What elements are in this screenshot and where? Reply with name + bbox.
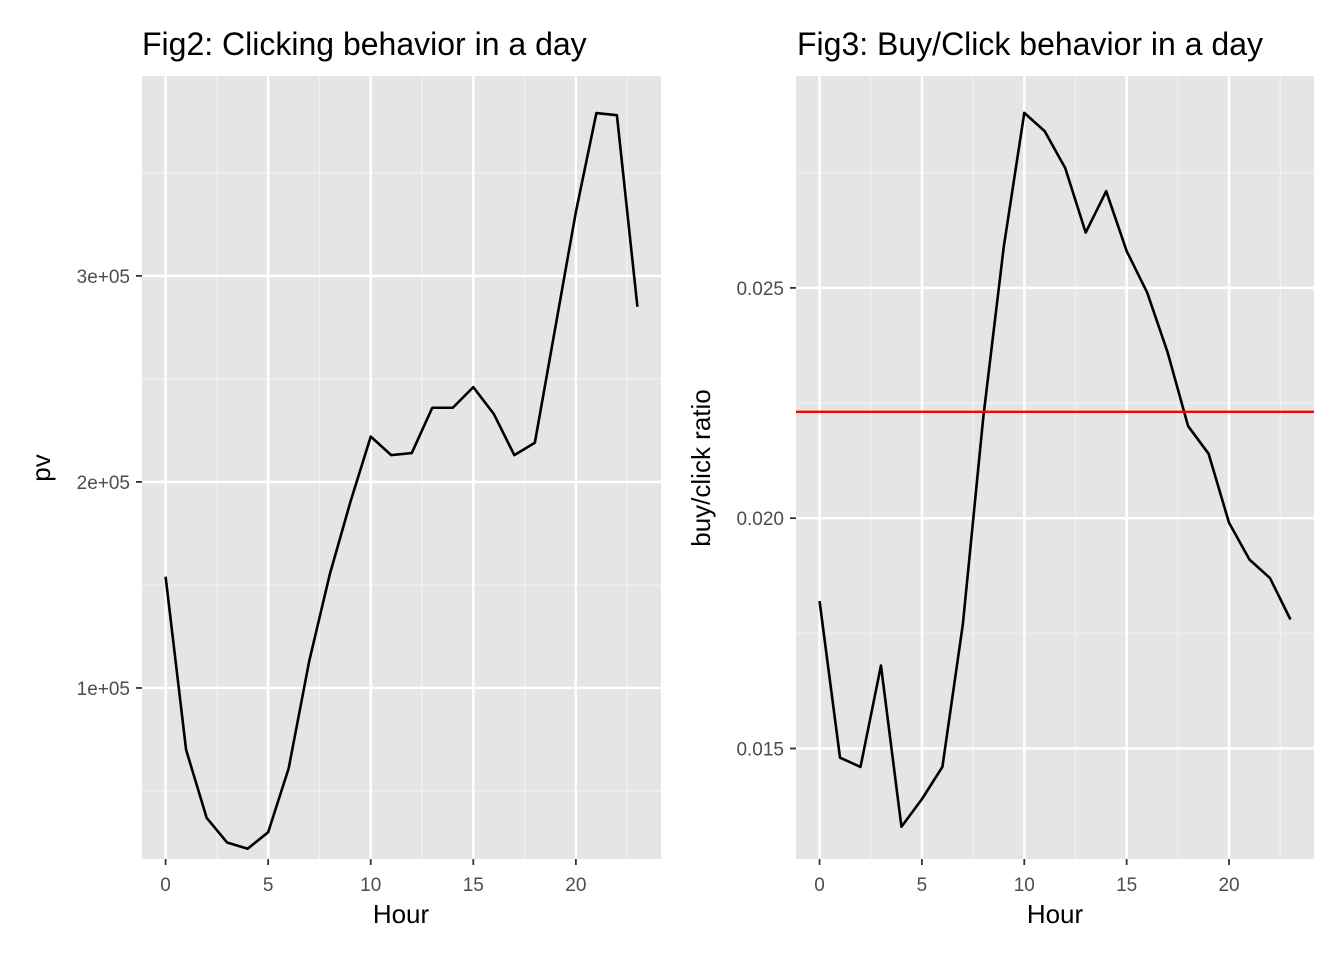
fig2-x-tick-label: 10 — [360, 875, 381, 896]
fig2-y-tick-label: 3e+05 — [77, 267, 130, 288]
fig2-series-layer — [164, 111, 639, 851]
fig3-minor-grid — [796, 76, 1314, 859]
fig2-x-tick-label: 20 — [565, 875, 586, 896]
fig3-major-grid — [796, 76, 1314, 859]
fig3-panel: 0 5 10 15 20 0.015 0.020 0.025 Fig3: Buy/Click … — [686, 26, 1314, 929]
fig2-x-tick-label: 15 — [463, 875, 484, 896]
fig3-y-tick-label: 0.015 — [736, 739, 784, 760]
fig3-x-tick-label: 5 — [917, 875, 928, 896]
fig3-x-tick-label: 15 — [1116, 875, 1137, 896]
fig2-x-axis-label: Hour — [373, 899, 430, 929]
fig3-x-tick-label: 20 — [1218, 875, 1239, 896]
fig3-series-line — [818, 111, 1292, 829]
fig2-panel: 0 5 10 15 20 1e+05 2e+05 3e+05 Fig2: Clicking b… — [26, 26, 661, 929]
fig3-x-axis-label: Hour — [1027, 899, 1084, 929]
fig3-y-tick-label: 0.020 — [736, 509, 784, 530]
fig3-plot-background — [796, 76, 1314, 859]
fig3-y-tick-label: 0.025 — [736, 279, 784, 300]
fig3-x-tick-label: 10 — [1014, 875, 1035, 896]
fig3-ticks: 0 5 10 15 20 0.015 0.020 0.025 — [736, 279, 1239, 896]
fig3-title: Fig3: Buy/Click behavior in a day — [797, 26, 1263, 62]
fig2-ticks: 0 5 10 15 20 1e+05 2e+05 3e+05 — [77, 267, 587, 896]
fig2-x-tick-label: 0 — [160, 875, 171, 896]
fig2-series-line — [164, 111, 639, 851]
fig3-series-layer — [796, 111, 1314, 829]
fig2-y-tick-label: 2e+05 — [77, 473, 130, 494]
fig3-x-tick-label: 0 — [814, 875, 825, 896]
fig2-x-tick-label: 5 — [263, 875, 274, 896]
fig2-title: Fig2: Clicking behavior in a day — [142, 26, 587, 62]
fig2-plot-background — [142, 76, 661, 859]
fig2-y-tick-label: 1e+05 — [77, 679, 130, 700]
fig3-y-axis-label: buy/click ratio — [686, 389, 716, 547]
fig2-y-axis-label: pv — [26, 454, 56, 481]
